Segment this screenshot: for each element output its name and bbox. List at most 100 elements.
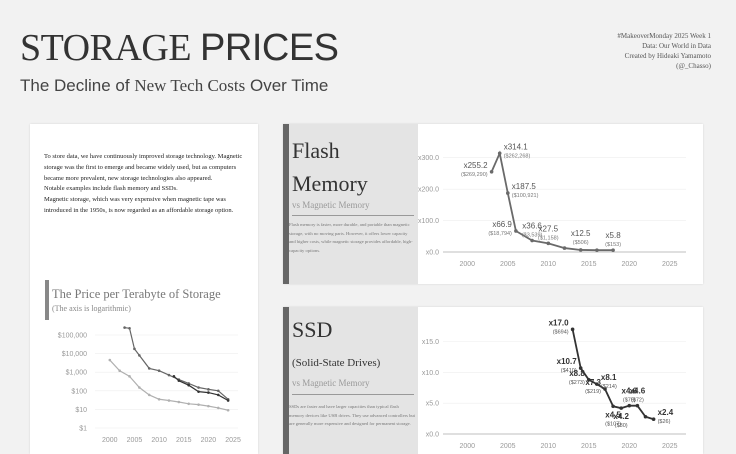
x-tick-label: 2025 (225, 437, 241, 444)
data-point-magnetic (177, 400, 181, 404)
log-price-chart: $100,000 $10,000 $1,000 $100 $10 $1 2000 2005 20… (58, 326, 241, 444)
data-point (627, 403, 632, 408)
data-point-magnetic (167, 399, 171, 402)
data-sublabel: ($26) (658, 419, 671, 425)
data-point-flash (123, 326, 126, 329)
data-label: x8.1 (601, 373, 617, 382)
data-label: x17.0 (549, 318, 570, 327)
intro-p3: Magnetic storage, which was very expensi… (44, 196, 234, 214)
data-point-flash (157, 369, 161, 373)
intro-card: To store data, we have continuously impr… (30, 124, 258, 454)
credits: #MakeoverMonday 2025 Week 1 Data: Our Wo… (617, 31, 711, 71)
ssd-accent-bar (283, 307, 289, 454)
data-point-ssd (197, 390, 200, 393)
data-sublabel: ($273) (569, 380, 585, 386)
x-tick-label: 2015 (176, 437, 192, 444)
data-point-magnetic (128, 375, 131, 378)
data-point-flash (187, 382, 190, 385)
data-point-ssd (226, 399, 230, 402)
x-tick-label: 2020 (201, 437, 217, 444)
intro-p2: Notable examples include flash memory an… (44, 185, 178, 193)
x-tick-label: 2015 (581, 443, 597, 450)
subtitle-part2: New Tech Costs (134, 76, 246, 95)
data-point-magnetic (197, 403, 200, 406)
data-sublabel: ($18,794) (488, 231, 512, 237)
y-tick-label: $10,000 (62, 351, 87, 358)
data-label: x8.8 (569, 369, 585, 378)
y-tick-label: x10.0 (422, 370, 439, 377)
data-point (497, 151, 502, 156)
flash-title-line1: Flash (292, 138, 340, 163)
data-point-magnetic (147, 393, 151, 397)
data-point-flash (216, 389, 220, 393)
y-tick-label: $1 (79, 426, 87, 433)
data-label: x2.4 (658, 408, 674, 417)
data-sublabel: ($269,290) (461, 172, 488, 178)
series-line-magnetic (109, 359, 229, 411)
data-point-magnetic (226, 408, 230, 412)
intro-p1: To store data, we have continuously impr… (44, 153, 243, 182)
subtitle-part1: The Decline of (20, 76, 130, 95)
data-point (611, 248, 615, 252)
data-label: x27.5 (539, 224, 559, 233)
log-chart-title: The Price per Terabyte of Storage (52, 287, 221, 301)
subtitle-part3: Over Time (249, 76, 329, 95)
data-point-magnetic (216, 406, 220, 410)
flash-ratio-chart: x300.0 x200.0 x100.0 x0.0 2000 2005 2010 2015 20… (418, 142, 686, 268)
x-tick-label: 2000 (102, 437, 118, 444)
page-title: STORAGE PRICES (20, 26, 339, 70)
data-point (619, 406, 623, 410)
data-point (611, 404, 615, 409)
data-point-magnetic (108, 358, 112, 362)
x-tick-label: 2005 (500, 443, 516, 450)
data-point (595, 382, 599, 386)
data-point-flash (167, 373, 171, 377)
data-label: x4.5 (605, 410, 621, 419)
data-sublabel: ($75) (623, 398, 636, 404)
data-point (595, 248, 599, 252)
data-label: x10.7 (557, 357, 578, 366)
x-tick-label: 2010 (541, 443, 557, 450)
data-point-flash (207, 388, 210, 391)
title-storage: STORAGE (20, 27, 192, 69)
title-prices: PRICES (200, 27, 339, 69)
data-point-ssd (172, 375, 176, 378)
credit-line-1: #MakeoverMonday 2025 Week 1 (617, 32, 711, 40)
data-point-flash (197, 386, 200, 389)
x-tick-label: 2005 (127, 437, 143, 444)
data-sublabel: ($107) (605, 421, 621, 427)
data-point-flash (138, 354, 141, 357)
data-point-flash (147, 367, 151, 370)
data-point (506, 191, 510, 195)
ssd-vs-label: vs Magnetic Memory (292, 378, 370, 388)
data-label: x36.6 (522, 221, 542, 230)
data-sublabel: ($80) (615, 423, 628, 429)
x-tick-label: 2000 (460, 443, 476, 450)
y-tick-label: x100.0 (418, 218, 439, 225)
data-point-ssd (216, 393, 220, 397)
data-point (562, 246, 567, 250)
intro-text: To store data, we have continuously impr… (44, 152, 250, 217)
data-point (603, 387, 607, 391)
y-tick-label: x0.0 (426, 250, 439, 257)
log-chart-accent-bar (45, 280, 49, 320)
x-tick-label: 2010 (541, 261, 557, 268)
flash-panel: Flash Memory vs Magnetic Memory Flash me… (283, 124, 703, 284)
page-subtitle: The Decline of New Tech Costs Over Time (20, 76, 328, 96)
data-label: x4.6 (622, 387, 638, 396)
data-label: x7.3 (585, 378, 601, 387)
x-tick-label: 2020 (622, 443, 638, 450)
data-label: x4.2 (613, 412, 629, 421)
credit-line-3: Created by Hideaki Yamamoto (624, 52, 711, 60)
ssd-subtitle: (Solid-State Drives) (292, 357, 381, 369)
ssd-ratio-chart: x15.0 x10.0 x5.0 x0.0 2000 2005 2010 2015 2020 20… (422, 318, 686, 450)
ssd-title: SSD (292, 317, 333, 342)
x-tick-label: 2000 (460, 261, 476, 268)
data-point (570, 327, 575, 332)
data-label: x314.1 (504, 142, 529, 151)
y-tick-label: x15.0 (422, 339, 439, 346)
y-tick-label: x300.0 (418, 155, 439, 162)
x-tick-label: 2010 (151, 437, 167, 444)
data-label: x66.9 (492, 220, 512, 229)
data-point (489, 169, 494, 174)
